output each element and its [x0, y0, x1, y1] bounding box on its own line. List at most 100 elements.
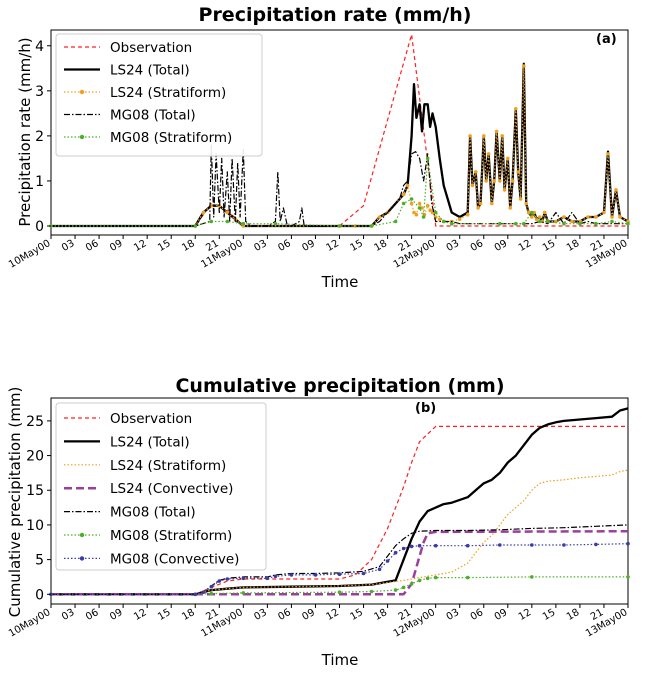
- data-point: [465, 575, 470, 580]
- y-axis-label: Precipitation rate (mm/h): [16, 37, 34, 226]
- data-point: [393, 219, 398, 224]
- legend-label: MG08 (Total): [110, 505, 196, 521]
- data-point: [562, 221, 566, 226]
- data-point: [465, 212, 470, 217]
- chart-title: Precipitation rate (mm/h): [199, 4, 472, 26]
- data-point: [241, 591, 246, 595]
- y-axis-ticks: 0 5 10 15 20 25: [26, 414, 51, 603]
- data-point: [449, 221, 454, 226]
- data-point: [409, 201, 414, 206]
- panel-label: (b): [415, 401, 436, 416]
- data-point: [457, 217, 462, 221]
- data-point: [578, 221, 582, 226]
- data-point: [337, 572, 342, 576]
- data-point: [241, 576, 246, 581]
- y-tick-label: 10: [26, 518, 44, 534]
- data-point: [473, 170, 478, 174]
- panel-label: (a): [596, 32, 617, 47]
- data-point: [606, 152, 610, 156]
- x-axis-label: Time: [321, 651, 359, 669]
- data-point: [193, 224, 198, 228]
- data-point: [614, 188, 618, 192]
- data-point: [470, 183, 475, 188]
- data-point: [522, 221, 526, 226]
- legend-label: LS24 (Stratiform): [110, 85, 226, 101]
- data-point: [265, 576, 270, 581]
- data-point: [201, 210, 206, 215]
- series-line-0: [51, 425, 628, 595]
- data-point: [385, 559, 390, 563]
- data-point: [273, 574, 278, 579]
- data-point: [313, 573, 318, 577]
- data-point: [538, 215, 542, 219]
- chart-title: Cumulative precipitation (mm): [175, 375, 504, 397]
- data-point: [405, 183, 410, 188]
- y-tick-label: 1: [35, 174, 44, 190]
- data-point: [530, 543, 534, 547]
- data-point: [626, 575, 630, 579]
- legend-label: MG08 (Stratiform): [110, 130, 232, 146]
- y-tick-label: 4: [35, 39, 44, 55]
- data-point: [393, 588, 398, 592]
- data-point: [530, 210, 534, 215]
- data-point: [417, 201, 422, 206]
- data-point: [409, 544, 414, 549]
- data-point: [546, 219, 550, 224]
- legend-label: LS24 (Stratiform): [110, 458, 226, 474]
- series-line-4: [51, 157, 629, 227]
- data-point: [421, 215, 426, 219]
- data-point: [433, 575, 438, 580]
- data-point: [618, 215, 622, 219]
- data-point: [417, 543, 422, 548]
- data-point: [492, 179, 497, 183]
- data-point: [516, 170, 520, 174]
- data-point: [510, 179, 515, 183]
- y-tick-label: 5: [35, 553, 44, 569]
- series-group: [49, 33, 630, 228]
- data-point: [393, 550, 398, 555]
- data-point: [538, 219, 542, 224]
- legend-box: [55, 402, 267, 571]
- data-point: [502, 188, 507, 192]
- data-point: [401, 546, 406, 551]
- data-point: [369, 589, 374, 594]
- data-point: [514, 221, 518, 226]
- series-group: [49, 407, 630, 597]
- data-point: [425, 576, 430, 581]
- data-point: [361, 571, 366, 576]
- data-point: [486, 152, 491, 156]
- data-point: [570, 219, 574, 224]
- data-point: [201, 590, 206, 594]
- legend-label: LS24 (Convective): [110, 481, 233, 497]
- legend-label: Observation: [110, 40, 192, 56]
- data-point: [289, 573, 294, 577]
- data-point: [610, 219, 614, 224]
- data-point: [417, 206, 422, 210]
- data-point: [468, 134, 472, 138]
- data-point: [530, 575, 534, 579]
- data-point: [506, 156, 510, 161]
- data-point: [401, 585, 406, 590]
- data-point: [437, 217, 442, 221]
- data-point: [209, 591, 214, 596]
- data-point: [209, 219, 214, 224]
- data-point: [209, 584, 214, 589]
- y-axis-label: Cumulative precipitation (mm): [6, 387, 24, 618]
- legend-marker: [79, 134, 85, 140]
- data-point: [514, 107, 518, 111]
- y-axis-ticks: 0 1 2 3 4: [35, 39, 51, 235]
- data-point: [484, 179, 489, 183]
- data-point: [524, 201, 528, 206]
- legend-label: MG08 (Total): [110, 108, 196, 124]
- legend-label: Observation: [110, 411, 192, 427]
- data-point: [594, 542, 598, 547]
- data-point: [594, 215, 598, 219]
- y-tick-label: 15: [26, 483, 44, 499]
- data-point: [337, 590, 342, 594]
- legend-label: MG08 (Stratiform): [110, 528, 232, 544]
- data-point: [433, 543, 438, 548]
- data-point: [409, 582, 414, 586]
- data-point: [626, 541, 630, 546]
- data-point: [542, 210, 547, 215]
